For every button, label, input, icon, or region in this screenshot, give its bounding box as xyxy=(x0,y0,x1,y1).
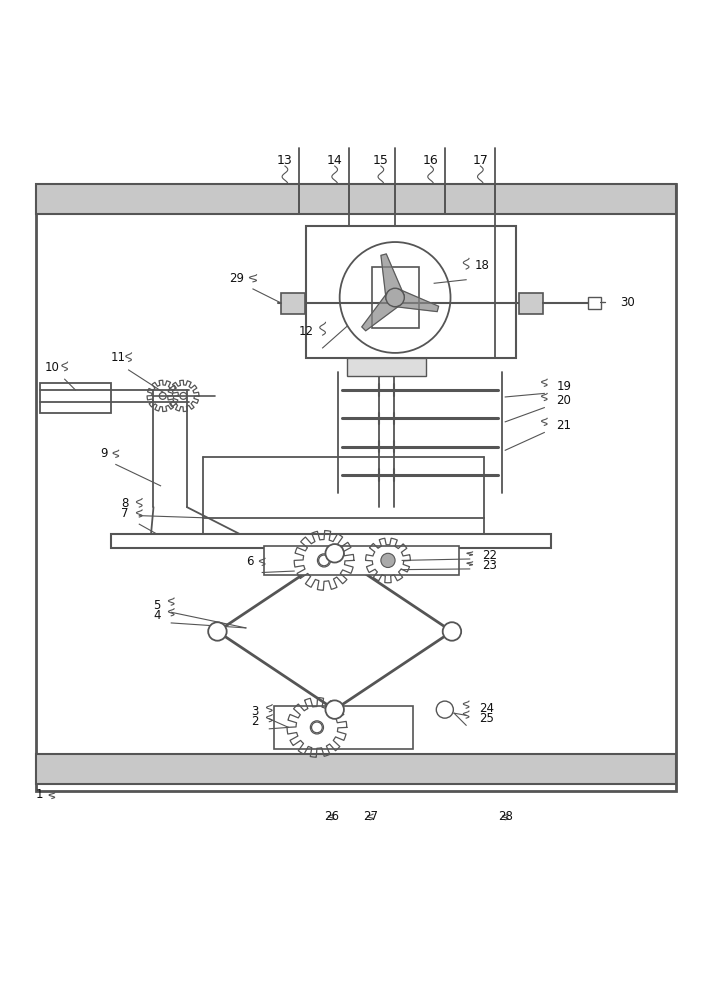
Text: 18: 18 xyxy=(475,259,490,272)
Bar xyxy=(274,706,413,749)
Bar xyxy=(281,293,305,314)
Text: 7: 7 xyxy=(121,507,129,520)
Polygon shape xyxy=(362,291,402,331)
Text: 10: 10 xyxy=(44,361,59,374)
Text: 29: 29 xyxy=(229,272,244,285)
Text: 17: 17 xyxy=(473,154,488,167)
Bar xyxy=(520,293,543,314)
Bar xyxy=(372,267,419,328)
Bar xyxy=(36,184,676,214)
Text: 12: 12 xyxy=(299,325,314,338)
Circle shape xyxy=(443,622,461,641)
Circle shape xyxy=(340,242,451,353)
Circle shape xyxy=(436,701,454,718)
Circle shape xyxy=(325,700,344,719)
Text: 27: 27 xyxy=(362,810,377,823)
Circle shape xyxy=(208,622,226,641)
Bar xyxy=(36,754,676,784)
Text: 28: 28 xyxy=(498,810,513,823)
Text: 5: 5 xyxy=(153,599,161,612)
Text: 15: 15 xyxy=(373,154,389,167)
Text: 30: 30 xyxy=(620,296,635,309)
Circle shape xyxy=(382,555,393,566)
Circle shape xyxy=(386,288,404,307)
Text: 1: 1 xyxy=(36,788,43,801)
Text: 25: 25 xyxy=(479,712,494,725)
Text: 4: 4 xyxy=(153,609,161,622)
Text: 9: 9 xyxy=(100,447,108,460)
Text: 26: 26 xyxy=(324,810,339,823)
Circle shape xyxy=(159,392,166,399)
Bar xyxy=(263,546,459,575)
Text: 2: 2 xyxy=(251,715,259,728)
Bar xyxy=(588,297,601,309)
Bar xyxy=(306,226,516,358)
Circle shape xyxy=(310,721,323,734)
Text: 22: 22 xyxy=(483,549,498,562)
Text: 19: 19 xyxy=(556,380,572,393)
Circle shape xyxy=(312,722,323,733)
Circle shape xyxy=(180,392,187,399)
Circle shape xyxy=(381,553,395,568)
Circle shape xyxy=(325,544,344,563)
Bar xyxy=(111,534,551,548)
Text: 24: 24 xyxy=(479,702,494,715)
Text: 3: 3 xyxy=(251,705,258,718)
Text: 23: 23 xyxy=(483,559,498,572)
Text: 21: 21 xyxy=(556,419,572,432)
Circle shape xyxy=(319,555,330,566)
Text: 8: 8 xyxy=(121,497,129,510)
Text: 11: 11 xyxy=(110,351,125,364)
Text: 20: 20 xyxy=(556,394,571,407)
Polygon shape xyxy=(381,254,404,300)
Bar xyxy=(40,383,111,413)
Text: 14: 14 xyxy=(327,154,342,167)
Circle shape xyxy=(318,554,330,567)
Circle shape xyxy=(383,555,393,565)
Bar xyxy=(36,184,676,791)
Text: 13: 13 xyxy=(277,154,293,167)
Text: 6: 6 xyxy=(246,555,253,568)
Bar xyxy=(347,358,426,376)
Text: 16: 16 xyxy=(423,154,439,167)
Polygon shape xyxy=(393,289,439,312)
